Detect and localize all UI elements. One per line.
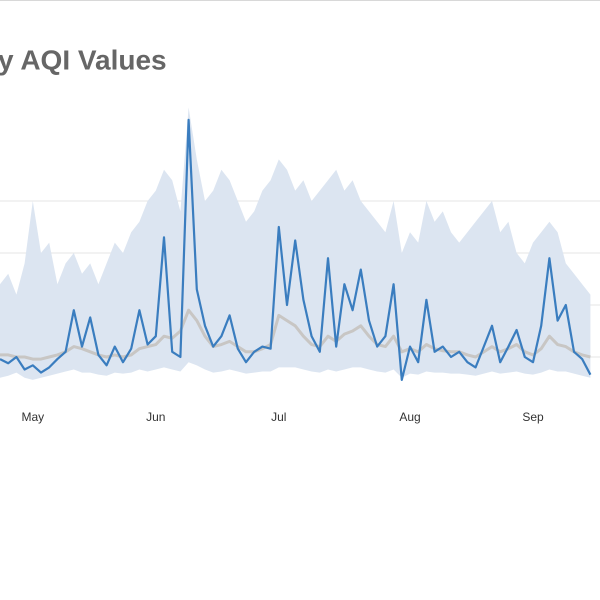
x-tick-label: Aug <box>399 410 420 424</box>
x-tick-label: Jul <box>271 410 286 424</box>
chart-title: y AQI Values <box>0 44 167 75</box>
x-tick-label: May <box>21 410 44 424</box>
x-tick-label: Jun <box>146 410 165 424</box>
x-tick-label: Sep <box>522 410 544 424</box>
series-line <box>0 118 592 381</box>
